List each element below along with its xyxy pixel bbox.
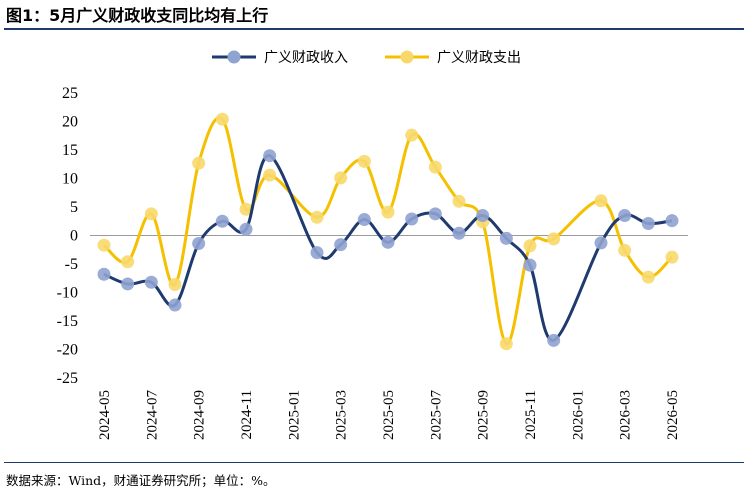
data-point — [594, 236, 608, 250]
data-point — [547, 232, 561, 246]
data-point — [523, 239, 537, 253]
footer-divider — [4, 462, 744, 463]
data-point — [215, 214, 229, 228]
series-revenue — [97, 149, 679, 347]
x-tick-label: 2026-05 — [665, 390, 681, 440]
data-point — [334, 171, 348, 185]
legend-item: 广义财政支出 — [385, 50, 521, 66]
legend-label: 广义财政收入 — [264, 50, 348, 66]
data-point — [168, 298, 182, 312]
x-axis: 2024-05 2024-07 2024-09 2024-11 2025-01 2025-… — [90, 235, 688, 440]
y-tick-label: 10 — [62, 171, 78, 188]
title-divider — [4, 28, 744, 30]
data-point — [594, 194, 608, 208]
data-point — [452, 226, 466, 240]
legend-marker — [227, 50, 241, 64]
data-point — [428, 160, 442, 174]
data-point — [428, 207, 442, 221]
data-point — [310, 246, 324, 260]
series-expenditure — [97, 112, 679, 351]
data-point — [263, 168, 277, 182]
x-tick-label: 2026-01 — [570, 390, 586, 440]
x-tick-label: 2024-09 — [192, 390, 208, 440]
plot-area — [97, 112, 679, 351]
legend-item: 广义财政收入 — [212, 50, 348, 66]
legend-marker — [400, 50, 414, 64]
data-point — [168, 278, 182, 292]
y-tick-label: 15 — [62, 142, 78, 159]
data-point — [405, 128, 419, 142]
data-point — [121, 277, 135, 291]
data-point — [381, 235, 395, 249]
data-point — [523, 258, 537, 272]
x-tick-label: 2024-07 — [144, 390, 160, 440]
data-point — [641, 270, 655, 284]
data-point — [405, 212, 419, 226]
data-point — [239, 222, 253, 236]
data-point — [665, 250, 679, 264]
data-point — [97, 238, 111, 252]
x-tick-label: 2025-01 — [286, 390, 302, 440]
data-point — [192, 236, 206, 250]
x-tick-label: 2024-11 — [239, 390, 255, 439]
data-point — [357, 213, 371, 227]
data-point — [97, 267, 111, 281]
y-tick-label: -15 — [57, 313, 78, 330]
data-point — [499, 337, 513, 351]
chart-title: 图1：5月广义财政收支同比均有上行 — [6, 6, 269, 25]
y-tick-label: -25 — [57, 370, 78, 387]
x-tick-label: 2025-09 — [476, 390, 492, 440]
data-point — [215, 112, 229, 126]
data-point — [263, 149, 277, 163]
x-tick-label: 2025-03 — [334, 390, 350, 440]
data-point — [121, 255, 135, 269]
data-point — [334, 238, 348, 252]
data-point — [452, 194, 466, 208]
data-point — [665, 214, 679, 228]
series-line — [102, 116, 674, 346]
x-tick-label: 2024-05 — [97, 390, 113, 440]
x-tick-label: 2025-07 — [428, 390, 444, 440]
data-point — [144, 207, 158, 221]
y-tick-label: 5 — [70, 199, 78, 216]
y-tick-label: 20 — [62, 114, 78, 131]
y-tick-label: -5 — [65, 256, 78, 273]
y-tick-label: 25 — [62, 85, 78, 102]
data-point — [381, 205, 395, 219]
data-point — [476, 209, 490, 223]
legend-label: 广义财政支出 — [437, 50, 521, 66]
y-tick-label: -20 — [57, 342, 78, 359]
x-tick-label: 2025-11 — [523, 390, 539, 439]
line-chart: 广义财政收入 广义财政支出 25 20 15 10 5 0 -5 -10 -15 -20 -25 20… — [57, 50, 688, 440]
x-tick-label: 2025-05 — [381, 390, 397, 440]
y-tick-label: 0 — [70, 228, 78, 245]
data-point — [310, 210, 324, 224]
data-point — [192, 156, 206, 170]
data-point — [144, 275, 158, 289]
data-point — [547, 333, 561, 347]
data-point — [618, 209, 632, 223]
y-axis: 25 20 15 10 5 0 -5 -10 -15 -20 -25 — [57, 85, 78, 387]
legend: 广义财政收入 广义财政支出 — [212, 50, 521, 66]
data-point — [499, 231, 513, 245]
data-source-note: 数据来源：Wind，财通证券研究所；单位：%。 — [6, 473, 276, 488]
x-tick-label: 2026-03 — [618, 390, 634, 440]
data-point — [618, 243, 632, 257]
y-tick-label: -10 — [57, 285, 78, 302]
data-point — [239, 202, 253, 216]
data-point — [357, 154, 371, 168]
data-point — [641, 217, 655, 231]
